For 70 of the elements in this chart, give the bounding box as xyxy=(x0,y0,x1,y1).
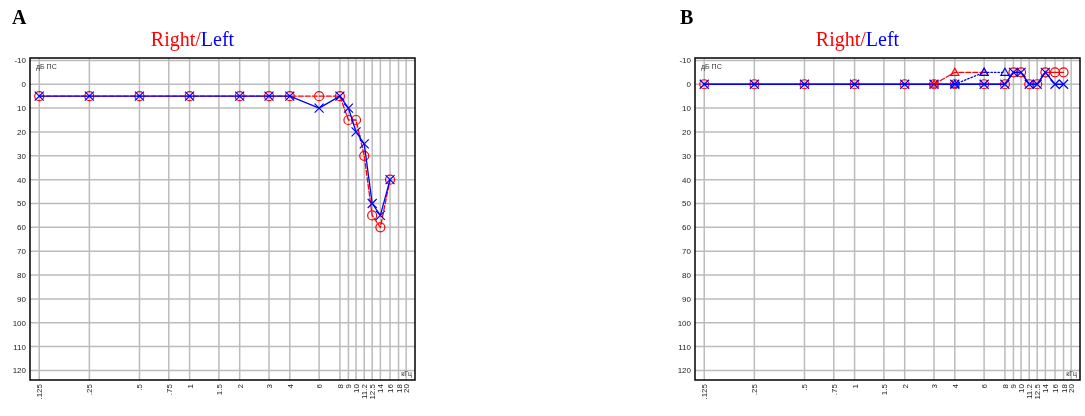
y-tick-label: 10 xyxy=(17,104,27,114)
y-tick-label: 0 xyxy=(21,80,27,90)
x-tick-label: 2 xyxy=(235,383,245,389)
x-tick-label: 1 xyxy=(185,383,195,389)
chart-title: Right/Left xyxy=(150,28,235,51)
chart-title: Right/Left xyxy=(815,28,900,51)
x-tick-label: .25 xyxy=(85,383,95,396)
x-tick-label: .75 xyxy=(829,383,839,396)
x-tick-label: 11.2 xyxy=(1025,383,1035,399)
y-tick-label: 50 xyxy=(682,199,692,209)
y-tick-label: 120 xyxy=(677,366,692,376)
x-tick-label: 16 xyxy=(1051,383,1061,393)
x-tick-label: .5 xyxy=(135,383,145,391)
y-tick-label: 100 xyxy=(12,318,27,328)
x-tick-label: 1.5 xyxy=(214,383,224,396)
text: A xyxy=(12,6,27,28)
x-tick-label: .125 xyxy=(35,383,45,400)
y-tick-label: 90 xyxy=(682,294,692,304)
x-tick-label: .125 xyxy=(700,383,710,400)
x-tick-label: .75 xyxy=(164,383,174,396)
y-tick-label: 110 xyxy=(13,342,27,352)
x-tick-label: 12.5 xyxy=(368,383,378,400)
x-tick-label: 14 xyxy=(376,383,386,393)
x-tick-label: 16 xyxy=(386,383,396,393)
x-tick-label: 11.2 xyxy=(360,383,370,399)
x-tick-label: 12.5 xyxy=(1033,383,1043,400)
x-tick-label: 1.5 xyxy=(879,383,889,396)
y-tick-label: -10 xyxy=(14,56,27,66)
y-tick-label: 30 xyxy=(17,151,27,161)
y-tick-label: 60 xyxy=(17,223,27,233)
y-tick-label: -10 xyxy=(679,56,692,66)
x-tick-label: 9 xyxy=(344,383,354,389)
y-tick-label: 40 xyxy=(682,175,692,185)
y-tick-label: 70 xyxy=(17,247,27,257)
y-tick-label: 10 xyxy=(682,104,692,114)
x-tick-label: 10 xyxy=(1017,383,1027,393)
y-tick-label: 20 xyxy=(17,127,27,137)
y-tick-label: 90 xyxy=(17,294,27,304)
y-tick-label: 80 xyxy=(682,271,692,281)
y-tick-label: 30 xyxy=(682,151,692,161)
x-tick-label: .25 xyxy=(750,383,760,396)
x-tick-label: 18 xyxy=(394,383,404,393)
y-tick-label: 100 xyxy=(677,318,692,328)
x-tick-label: 3 xyxy=(930,383,940,389)
text: B xyxy=(680,6,694,28)
x-tick-label: 4 xyxy=(285,383,295,389)
x-tick-label: 20 xyxy=(1067,383,1077,393)
x-tick-label: 3 xyxy=(265,383,275,389)
x-tick-label: 14 xyxy=(1041,383,1051,393)
x-tick-label: 1 xyxy=(850,383,860,389)
y-tick-label: 20 xyxy=(682,127,692,137)
y-tick-label: 50 xyxy=(17,199,27,209)
y-tick-label: 0 xyxy=(686,80,692,90)
x-tick-label: 8 xyxy=(1000,383,1010,389)
x-tick-label: 20 xyxy=(402,383,412,393)
x-tick-label: 18 xyxy=(1059,383,1069,393)
x-tick-label: 9 xyxy=(1009,383,1019,389)
x-tick-label: 6 xyxy=(315,383,325,389)
x-tick-label: 6 xyxy=(980,383,990,389)
y-tick-label: 60 xyxy=(682,223,692,233)
x-tick-label: .5 xyxy=(800,383,810,391)
x-tick-label: 4 xyxy=(950,383,960,389)
y-tick-label: 70 xyxy=(682,247,692,257)
x-tick-label: 8 xyxy=(335,383,345,389)
x-tick-label: 2 xyxy=(900,383,910,389)
x-tick-label: 10 xyxy=(352,383,362,393)
y-tick-label: 40 xyxy=(17,175,27,185)
y-tick-label: 120 xyxy=(12,366,27,376)
y-tick-label: 80 xyxy=(17,271,27,281)
y-tick-label: 110 xyxy=(678,342,692,352)
